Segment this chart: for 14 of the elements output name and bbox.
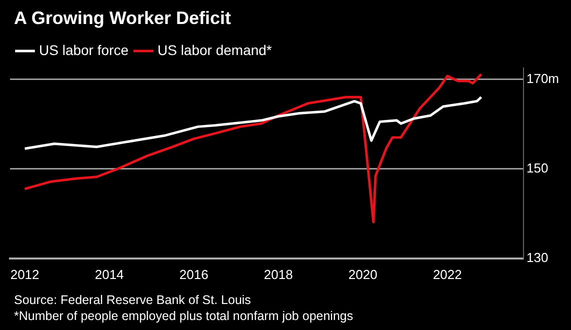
- source-note: Source: Federal Reserve Bank of St. Louis: [14, 292, 252, 308]
- x-tick-label: 2022: [432, 266, 462, 282]
- legend-label: US labor force: [39, 42, 129, 58]
- x-tick-label: 2018: [264, 266, 293, 282]
- legend-label: US labor demand*: [157, 42, 272, 58]
- x-tick-label: 2020: [348, 266, 378, 282]
- x-tick-label: 2012: [10, 266, 40, 282]
- chart-title: A Growing Worker Deficit: [14, 8, 232, 29]
- x-tick-label: 2014: [94, 266, 124, 282]
- x-tick-label: 2016: [179, 266, 208, 282]
- y-tick-label: 170m: [526, 70, 560, 86]
- y-tick-label: 130: [526, 250, 548, 265]
- y-tick-label: 150: [526, 160, 548, 176]
- text: *Number of people employed plus total nonfarm job openings: [14, 308, 354, 324]
